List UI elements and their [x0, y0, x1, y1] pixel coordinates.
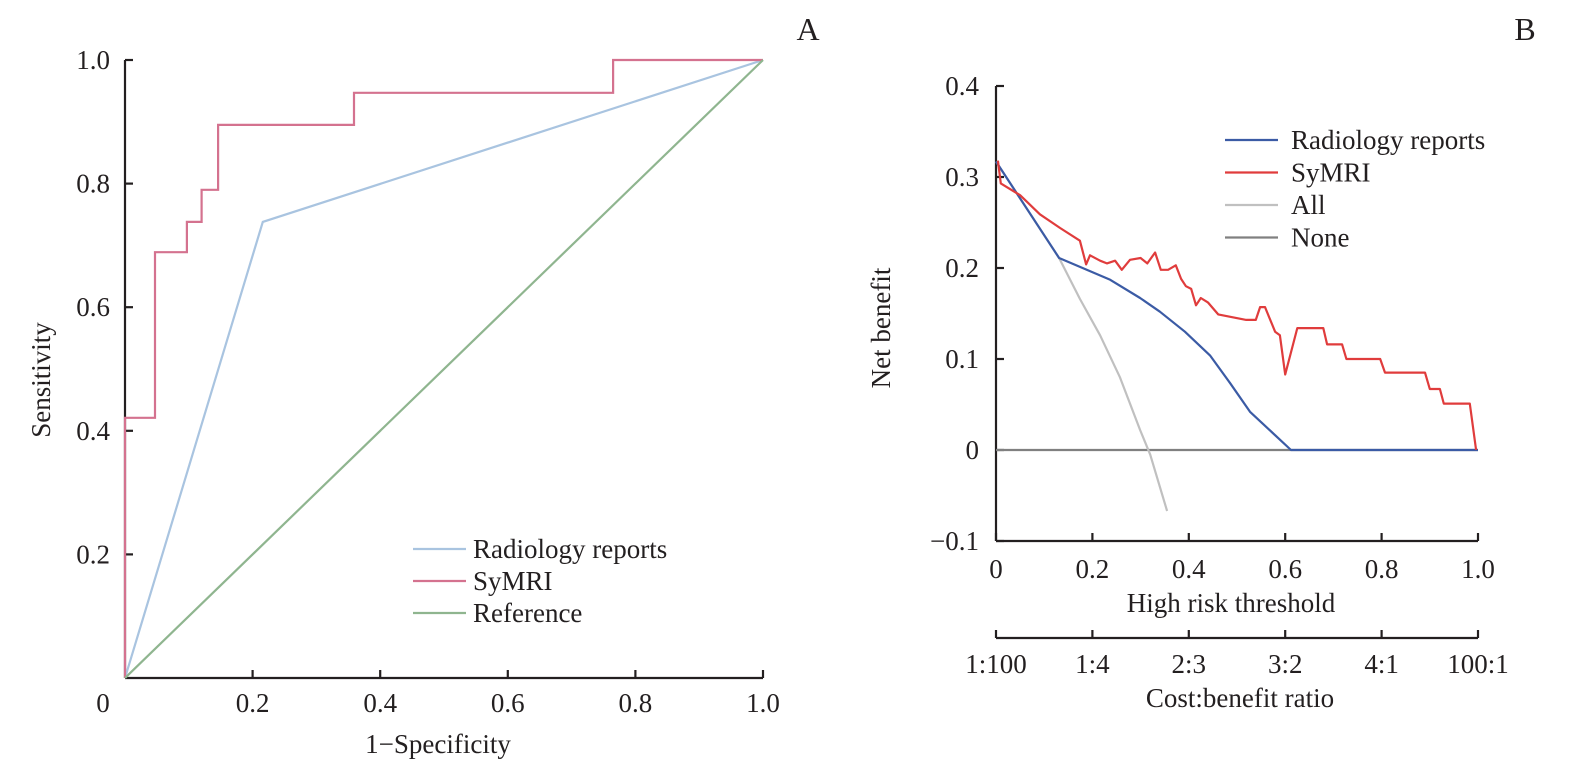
dca-y-tick-label: 0.2 [945, 253, 979, 283]
roc-x-tick-label: 0.6 [491, 688, 525, 718]
dca-y-tick-label: 0.1 [945, 344, 979, 374]
dca-x-tick-label: 0.6 [1268, 554, 1302, 584]
roc-y-tick-label: 1.0 [76, 45, 110, 75]
legend-label-symri: SyMRI [1291, 158, 1371, 188]
legend-label-reference: Reference [473, 598, 582, 628]
dca-y-axis-title: Net benefit [866, 267, 896, 388]
roc-y-tick-label: 0.4 [76, 416, 110, 446]
roc-line-radiology-reports [123, 58, 764, 679]
roc-x-tick-label: 0.8 [619, 688, 653, 718]
roc-x-tick-label: 0.2 [236, 688, 270, 718]
dca-line-symri [996, 160, 1478, 451]
panel-label-b: B [1514, 11, 1535, 47]
dca-x-tick-label: 0 [989, 554, 1003, 584]
roc-origin-label: 0 [96, 688, 110, 718]
roc-x-tick-label: 0.4 [363, 688, 397, 718]
legend-label-symri: SyMRI [473, 566, 553, 596]
dca-chart-panel-b: B −0.1 0 0.1 0.2 0.3 0.4 0 0.2 0.4 0.6 0.8 1.0 1:100… [866, 11, 1536, 713]
dca-line-all [995, 160, 1169, 512]
roc-line-reference [124, 59, 764, 679]
dca-series [995, 160, 1478, 512]
dca-secondary-x-axis-title: Cost:benefit ratio [1146, 683, 1334, 713]
dca-secondary-x-tick-label: 1:4 [1075, 649, 1110, 679]
dca-secondary-x-tick-label: 1:100 [965, 649, 1027, 679]
roc-chart-panel-a: A 0.2 0.4 0.6 0.8 1.0 0.2 0.4 0.6 0.8 1.0 0 1−Spec… [26, 11, 820, 759]
roc-y-tick-label: 0.6 [76, 292, 110, 322]
roc-x-tick-label: 1.0 [746, 688, 780, 718]
dca-x-tick-label: 0.4 [1172, 554, 1206, 584]
dca-x-tick-label: 0.8 [1365, 554, 1399, 584]
dca-secondary-x-tick-label: 2:3 [1172, 649, 1207, 679]
dca-line-radiology-reports [995, 160, 1478, 452]
dca-x-tick-label: 0.2 [1076, 554, 1110, 584]
dca-y-tick-label: 0 [966, 435, 980, 465]
roc-x-axis-title: 1−Specificity [365, 729, 511, 759]
roc-y-axis-title: Sensitivity [26, 322, 56, 438]
dca-axes: −0.1 0 0.1 0.2 0.3 0.4 0 0.2 0.4 0.6 0.8 1.0 1:100 1:… [930, 71, 1509, 679]
dca-y-tick-label: −0.1 [930, 526, 979, 556]
dca-y-tick-label: 0.3 [945, 162, 979, 192]
legend-label-none: None [1291, 223, 1349, 253]
legend-label-radiology-reports: Radiology reports [1291, 125, 1485, 155]
dca-y-tick-label: 0.4 [945, 71, 979, 101]
panel-label-a: A [796, 11, 819, 47]
dca-x-tick-label: 1.0 [1461, 554, 1495, 584]
dca-secondary-x-tick-label: 3:2 [1268, 649, 1303, 679]
legend-label-all: All [1291, 190, 1326, 220]
roc-axes: 0.2 0.4 0.6 0.8 1.0 0.2 0.4 0.6 0.8 1.0 0 [76, 45, 780, 718]
roc-y-tick-label: 0.8 [76, 169, 110, 199]
dca-secondary-x-tick-label: 4:1 [1364, 649, 1399, 679]
roc-y-tick-label: 0.2 [76, 539, 110, 569]
legend-label-radiology-reports: Radiology reports [473, 534, 667, 564]
roc-line-symri [123, 58, 763, 678]
dca-secondary-x-tick-label: 100:1 [1447, 649, 1509, 679]
roc-series [123, 58, 764, 679]
dca-x-axis-title: High risk threshold [1127, 588, 1336, 618]
